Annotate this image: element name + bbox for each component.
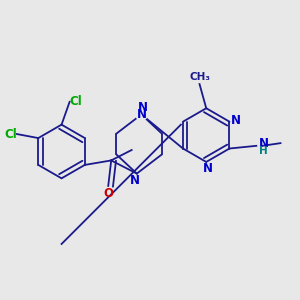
Text: N: N — [136, 108, 146, 121]
Text: N: N — [259, 137, 269, 150]
Text: Cl: Cl — [70, 95, 83, 108]
Text: CH₃: CH₃ — [189, 72, 210, 82]
Text: N: N — [130, 174, 140, 187]
Text: N: N — [203, 162, 213, 175]
Text: H: H — [259, 146, 268, 156]
Text: Cl: Cl — [4, 128, 16, 140]
Text: N: N — [231, 114, 241, 127]
Text: N: N — [138, 101, 148, 114]
Text: O: O — [103, 187, 113, 200]
